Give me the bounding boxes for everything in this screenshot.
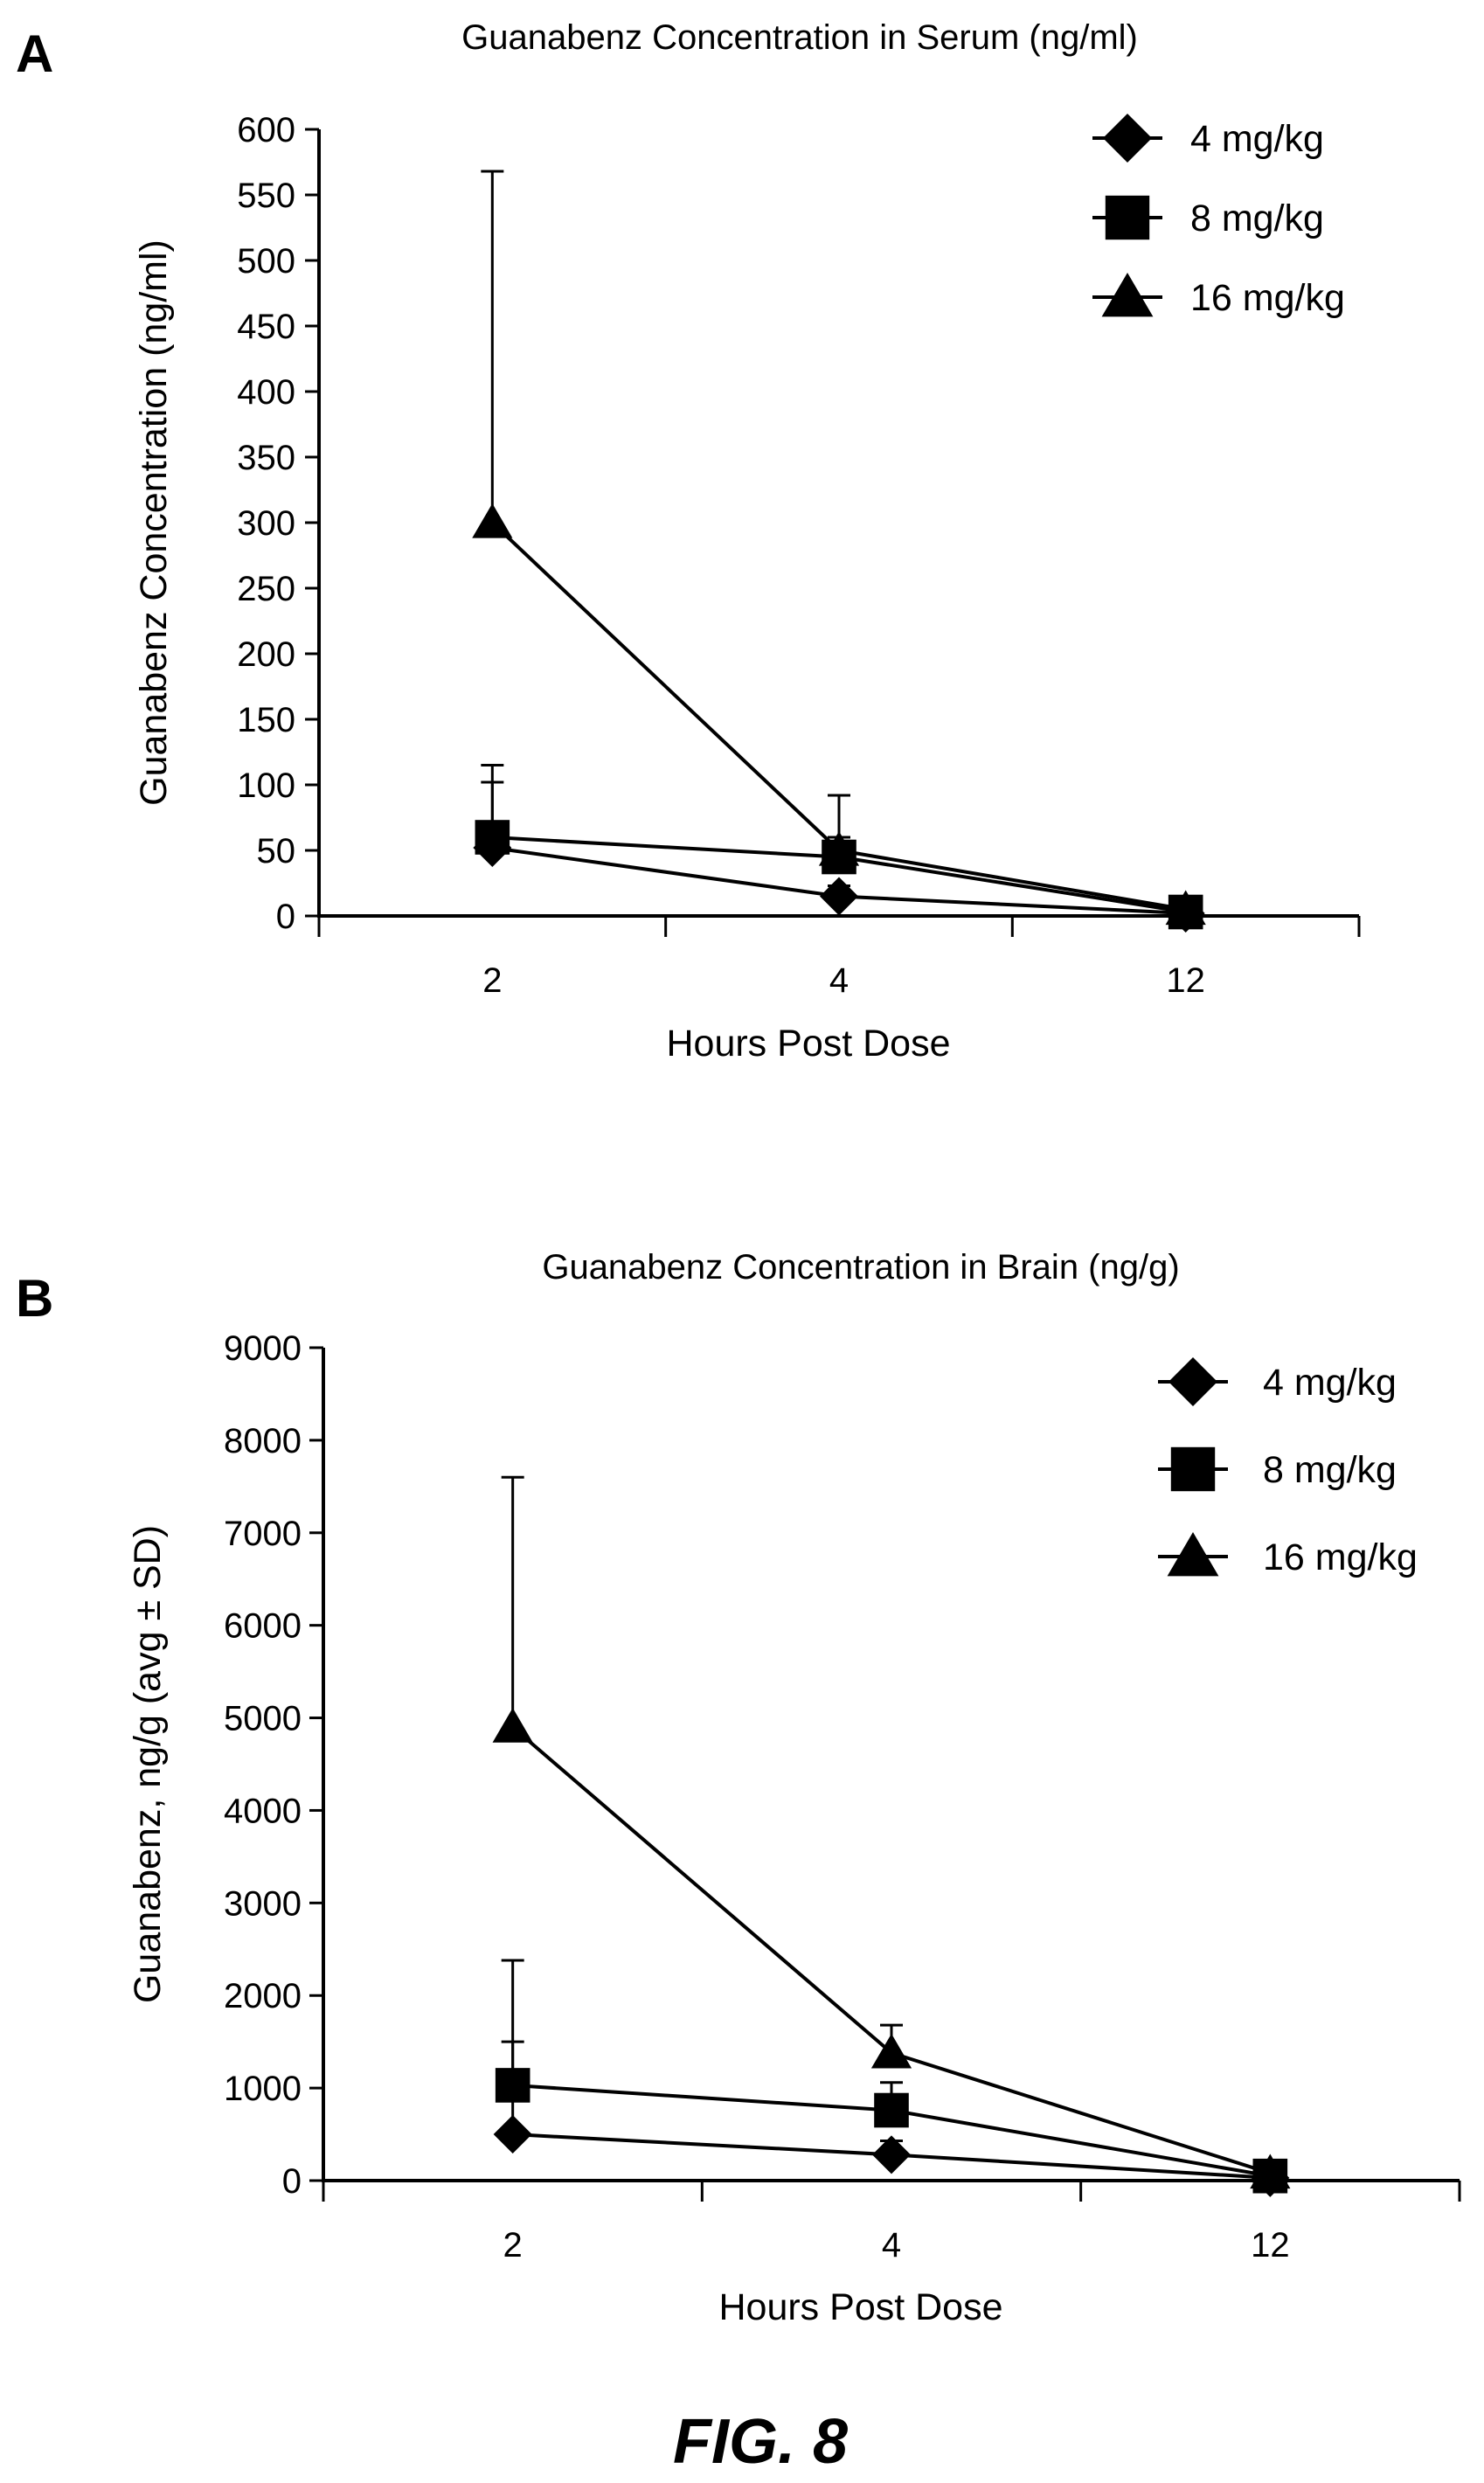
data-point [495, 2068, 530, 2103]
brain-concentration-chart: Guanabenz Concentration in Brain (ng/g) 0… [127, 1248, 1461, 2328]
y-axis-label: Guanabenz, ng/g (avg ± SD) [127, 1525, 169, 2003]
data-point [872, 2135, 911, 2174]
legend-marker [1103, 114, 1152, 163]
series-triangle [472, 170, 1206, 926]
y-tick-label: 550 [237, 177, 295, 215]
y-tick-label: 250 [237, 570, 295, 608]
legend-marker [1170, 1446, 1216, 1492]
data-point [1250, 2154, 1291, 2189]
legend-label: 8 mg/kg [1190, 198, 1324, 239]
y-tick-label: 600 [237, 111, 295, 149]
y-tick-label: 6000 [224, 1607, 302, 1646]
legend-marker [1101, 273, 1154, 317]
panel-b-letter: B [16, 1269, 53, 1328]
y-tick-label: 2000 [224, 1977, 302, 2015]
y-tick-label: 450 [237, 308, 295, 346]
y-tick-label: 5000 [224, 1700, 302, 1738]
y-tick-label: 8000 [224, 1422, 302, 1460]
y-tick-label: 4000 [224, 1792, 302, 1830]
legend-label: 16 mg/kg [1263, 1536, 1418, 1578]
x-tick-label: 2 [503, 2226, 523, 2265]
legend-label: 16 mg/kg [1190, 277, 1345, 319]
legend: 4 mg/kg 8 mg/kg 16 mg/kg [1092, 114, 1345, 319]
y-tick-label: 50 [257, 832, 296, 870]
x-axis-label: Hours Post Dose [718, 2286, 1002, 2328]
chart-title: Guanabenz Concentration in Serum (ng/ml) [461, 18, 1138, 57]
y-tick-label: 400 [237, 373, 295, 412]
legend-label: 8 mg/kg [1263, 1449, 1397, 1491]
x-tick-label: 4 [829, 961, 849, 1000]
y-tick-label: 9000 [224, 1329, 302, 1368]
serum-concentration-chart: Guanabenz Concentration in Serum (ng/ml)… [133, 18, 1361, 1065]
legend-marker [1105, 195, 1150, 240]
y-tick-label: 200 [237, 635, 295, 674]
legend-marker [1167, 1532, 1219, 1577]
x-tick-label: 12 [1251, 2226, 1290, 2265]
data-point [820, 877, 858, 916]
series-triangle [492, 1475, 1291, 2189]
y-tick-label: 7000 [224, 1515, 302, 1553]
panel-a-letter: A [16, 24, 53, 83]
data-point [870, 2033, 912, 2069]
legend: 4 mg/kg 8 mg/kg 16 mg/kg [1158, 1357, 1418, 1578]
legend-label: 4 mg/kg [1190, 118, 1324, 160]
y-tick-label: 100 [237, 766, 295, 805]
data-point [475, 820, 510, 855]
x-tick-label: 12 [1166, 961, 1205, 1000]
data-point [874, 2092, 909, 2128]
y-tick-label: 0 [276, 898, 295, 936]
y-tick-label: 0 [282, 2162, 302, 2201]
data-point [818, 831, 860, 866]
y-tick-label: 300 [237, 504, 295, 543]
figure-caption: FIG. 8 [673, 2407, 848, 2477]
data-point [1165, 890, 1206, 926]
x-axis-label: Hours Post Dose [666, 1023, 950, 1065]
data-point [493, 2115, 532, 2154]
x-tick-label: 4 [882, 2226, 901, 2265]
chart-title: Guanabenz Concentration in Brain (ng/g) [542, 1248, 1179, 1287]
y-tick-label: 1000 [224, 2070, 302, 2108]
data-point [492, 1708, 533, 1743]
x-tick-label: 2 [482, 961, 502, 1000]
legend-marker [1168, 1357, 1217, 1406]
legend-label: 4 mg/kg [1263, 1362, 1397, 1404]
y-tick-label: 500 [237, 242, 295, 281]
y-tick-label: 3000 [224, 1884, 302, 1923]
y-tick-label: 150 [237, 701, 295, 739]
data-point [472, 503, 513, 538]
y-tick-label: 350 [237, 439, 295, 477]
y-axis-label: Guanabenz Concentration (ng/ml) [133, 239, 175, 806]
